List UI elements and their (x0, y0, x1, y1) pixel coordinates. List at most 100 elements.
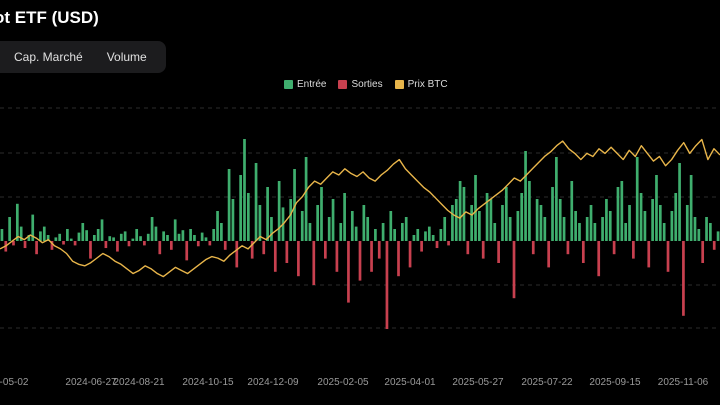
inflow-bar (389, 211, 393, 241)
inflow-bar (605, 199, 608, 241)
legend-item-inflow[interactable]: Entrée (284, 79, 326, 90)
inflow-bar (239, 175, 242, 241)
outflow-bar (297, 241, 300, 277)
inflow-bar (300, 211, 304, 241)
legend-item-outflow[interactable]: Sorties (338, 79, 383, 90)
inflow-bar (655, 175, 658, 241)
inflow-bar (716, 231, 720, 241)
inflow-bar (451, 205, 454, 241)
outflow-bar (273, 241, 277, 272)
inflow-bar (139, 236, 142, 241)
tab-market-cap[interactable]: Cap. Marché (14, 50, 83, 64)
inflow-bar (585, 217, 589, 241)
inflow-bar (424, 231, 427, 241)
inflow-bar (343, 193, 346, 241)
legend-label-outflow: Sorties (351, 79, 383, 90)
inflow-bar (381, 223, 385, 241)
outflow-bar (335, 241, 339, 272)
outflow-bar (497, 241, 500, 263)
inflow-bar (27, 235, 31, 241)
legend-item-price[interactable]: Prix BTC (394, 79, 448, 90)
x-tick-label: 2024-06-27 (65, 377, 117, 388)
inflow-bar (258, 205, 262, 241)
inflow-bar (689, 175, 693, 241)
inflow-bar (454, 199, 458, 241)
outflow-bar (312, 241, 316, 285)
inflow-bar (277, 181, 281, 241)
inflow-bar (574, 211, 577, 241)
inflow-bar (54, 237, 58, 241)
inflow-bar (293, 169, 296, 241)
legend-label-price: Prix BTC (407, 79, 448, 90)
inflow-bar (15, 203, 19, 241)
inflow-bar (601, 217, 604, 241)
inflow-bar (108, 236, 112, 241)
outflow-bar (196, 241, 200, 247)
x-tick-label: 2025-09-15 (589, 377, 641, 388)
inflow-bar (551, 187, 554, 241)
inflow-bar (662, 223, 666, 241)
inflow-bar (578, 223, 581, 241)
outflow-bar (169, 241, 173, 250)
inflow-bar (709, 223, 712, 241)
inflow-bar (162, 231, 165, 241)
outflow-bar (612, 241, 616, 255)
inflow-bar (77, 232, 81, 241)
x-tick-label: 2024-10-15 (182, 377, 234, 388)
outflow-bar (712, 241, 716, 250)
inflow-bar (431, 235, 435, 241)
outflow-bar (250, 241, 254, 259)
inflow-bar (181, 230, 185, 241)
legend-label-inflow: Entrée (297, 79, 327, 90)
inflow-bar (123, 231, 127, 241)
outflow-bar (127, 241, 131, 247)
inflow-bar (150, 217, 154, 241)
inflow-bar (493, 223, 497, 241)
inflow-bar (412, 235, 416, 241)
outflow-bar (143, 241, 146, 246)
inflow-bar (350, 211, 354, 241)
inflow-bar (524, 151, 527, 241)
outflow-bar (73, 241, 77, 246)
outflow-bar (35, 241, 38, 255)
inflow-bar (320, 187, 323, 241)
inflow-bar (570, 181, 574, 241)
inflow-bar (81, 223, 85, 241)
inflow-bar (266, 187, 269, 241)
outflow-bar (701, 241, 705, 263)
inflow-bar (562, 217, 566, 241)
inflow-bar (66, 229, 69, 241)
inflow-bar (628, 205, 631, 241)
inflow-bar (697, 229, 701, 241)
inflow-bar (177, 233, 181, 241)
inflow-bar (489, 199, 493, 241)
tab-volume[interactable]: Volume (106, 50, 147, 64)
inflow-bar (555, 157, 558, 241)
inflow-bar (308, 223, 312, 241)
inflow-bar (331, 199, 335, 241)
outflow-bar (370, 241, 373, 272)
inflow-bar (173, 219, 177, 241)
inflow-bar (119, 233, 123, 241)
outflow-bar (547, 241, 551, 268)
outflow-bar (581, 241, 585, 263)
outflow-bar (435, 241, 439, 249)
inflow-bar (658, 205, 662, 241)
inflow-bar (8, 217, 11, 241)
inflow-bar (416, 229, 420, 241)
inflow-bar (485, 193, 489, 241)
inflow-bar (31, 214, 35, 241)
inflow-bar (643, 211, 647, 241)
inflow-bar (678, 163, 681, 241)
inflow-bar (154, 226, 158, 241)
outflow-bar (408, 241, 412, 268)
inflow-bar (670, 211, 674, 241)
inflow-bar (193, 235, 196, 241)
inflow-bar (166, 235, 169, 241)
inflow-bar (693, 217, 697, 241)
inflow-bar (535, 199, 539, 241)
inflow-bar (624, 223, 628, 241)
inflow-bar (327, 217, 331, 241)
inflow-bar (85, 230, 88, 241)
